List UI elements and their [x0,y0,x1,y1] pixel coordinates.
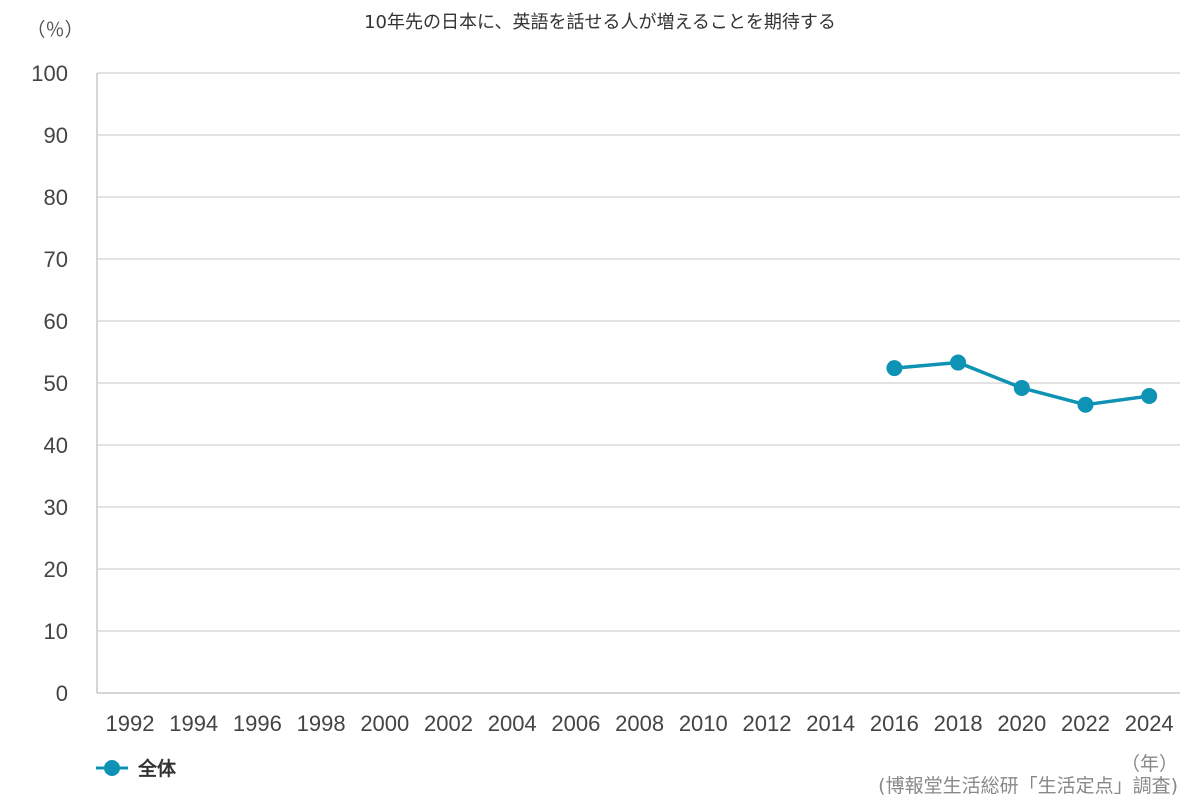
x-tick-label: 1994 [169,711,218,736]
data-point-2018 [950,354,967,371]
data-point-2024 [1141,388,1158,405]
chart-title: 10年先の日本に、英語を話せる人が増えることを期待する [364,12,836,33]
source-note: (博報堂生活総研「生活定点」調査) [878,775,1178,797]
y-tick-label: 100 [31,61,68,86]
y-tick-label: 50 [44,371,68,396]
y-axis-unit-label: （％） [26,19,83,41]
data-point-2022 [1077,396,1094,413]
x-axis-unit-label: （年） [1121,753,1178,775]
x-tick-label: 2002 [424,711,473,736]
x-tick-label: 2020 [997,711,1046,736]
y-tick-label: 40 [44,433,68,458]
x-tick-label: 2006 [551,711,600,736]
x-tick-label: 2014 [806,711,855,736]
x-tick-label: 2022 [1061,711,1110,736]
legend-label: 全体 [137,757,177,780]
x-tick-label: 1996 [233,711,282,736]
x-tick-label: 2000 [360,711,409,736]
x-tick-label: 1992 [106,711,155,736]
y-axis-ticks: 0 10 20 30 40 50 60 70 80 90 100 [31,61,68,706]
y-tick-label: 90 [44,123,68,148]
x-tick-label: 2024 [1125,711,1174,736]
y-tick-label: 0 [56,681,68,706]
series-layer [886,354,1158,413]
x-tick-label: 2010 [679,711,728,736]
x-tick-label: 2004 [488,711,537,736]
y-tick-label: 20 [44,557,68,582]
y-tick-label: 80 [44,185,68,210]
legend-dot-marker [104,760,120,776]
y-tick-label: 10 [44,619,68,644]
x-axis-ticks: 1992 1994 1996 1998 2000 2002 2004 2006 2008 2010… [106,711,1174,736]
x-tick-label: 2016 [870,711,919,736]
x-tick-label: 2012 [743,711,792,736]
y-tick-label: 30 [44,495,68,520]
y-tick-label: 60 [44,309,68,334]
x-tick-label: 2008 [615,711,664,736]
data-point-2020 [1013,379,1030,396]
y-tick-label: 70 [44,247,68,272]
legend: 全体 [96,757,177,780]
data-point-2016 [886,360,903,377]
x-tick-label: 1998 [297,711,346,736]
x-tick-label: 2018 [934,711,983,736]
gridlines [96,72,1180,694]
